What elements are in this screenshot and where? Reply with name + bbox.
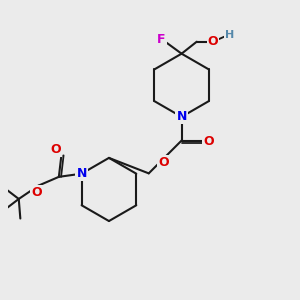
Text: O: O <box>50 143 61 156</box>
Text: F: F <box>157 33 166 46</box>
Text: O: O <box>203 135 214 148</box>
Text: N: N <box>176 110 187 123</box>
Text: H: H <box>225 30 235 40</box>
Text: O: O <box>158 156 169 169</box>
Text: O: O <box>208 35 218 48</box>
Text: O: O <box>32 185 42 199</box>
Text: N: N <box>76 167 87 180</box>
